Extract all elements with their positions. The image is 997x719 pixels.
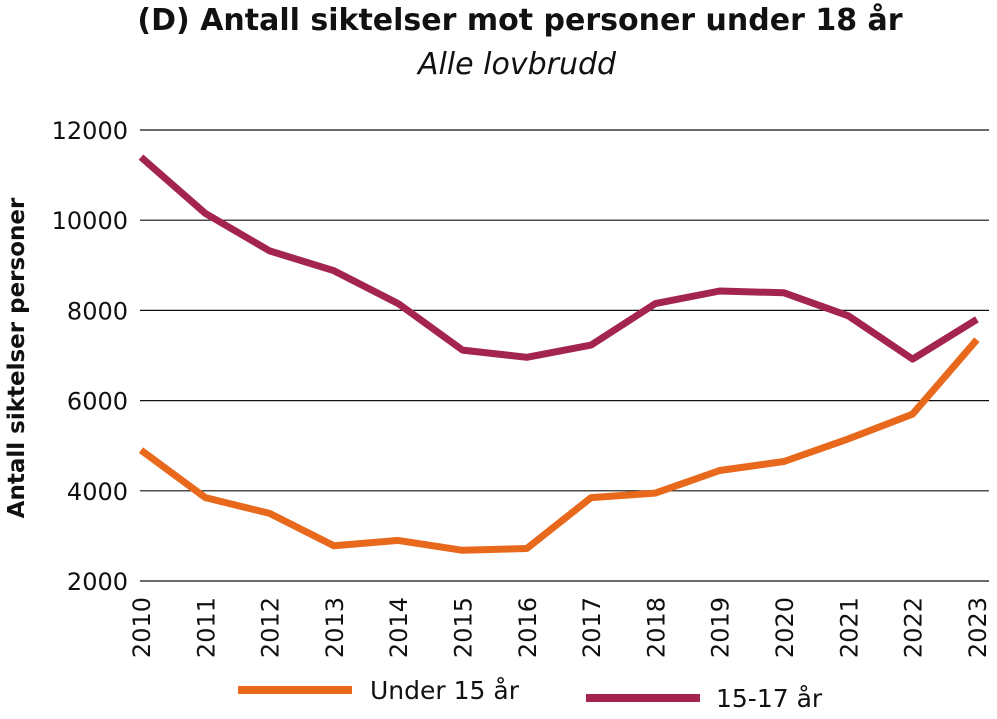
x-tick-label: 2022 — [900, 597, 928, 658]
legend-label-under-15: Under 15 år — [370, 676, 520, 705]
y-tick-label: 8000 — [67, 297, 128, 325]
x-tick-label: 2018 — [642, 597, 670, 658]
x-tick-label: 2020 — [771, 597, 799, 658]
series-lines — [138, 154, 980, 554]
series-line-1 — [138, 154, 979, 363]
y-tick-label: 12000 — [52, 117, 128, 145]
x-tick-label: 2023 — [964, 597, 992, 658]
x-tick-label: 2014 — [385, 597, 413, 658]
x-tick-label: 2011 — [192, 597, 220, 658]
series-line-0 — [138, 337, 980, 554]
x-tick-label: 2021 — [835, 597, 863, 658]
gridlines — [140, 129, 989, 582]
x-tick-label: 2013 — [321, 597, 349, 658]
y-tick-label: 2000 — [67, 568, 128, 596]
chart-title: (D) Antall siktelser mot personer under … — [137, 2, 902, 38]
legend: Under 15 år 15-17 år — [238, 676, 823, 713]
x-tick-label: 2010 — [128, 597, 156, 658]
chart-subtitle: Alle lovbrudd — [416, 47, 617, 82]
x-tick-label: 2012 — [257, 597, 285, 658]
x-tick-label: 2016 — [514, 597, 542, 658]
y-tick-label: 6000 — [67, 388, 128, 416]
x-tick-labels: 2010 2011 2012 2013 2014 2015 2016 2017 2018 2019… — [128, 597, 992, 658]
x-tick-label: 2015 — [450, 597, 478, 658]
x-tick-label: 2019 — [707, 597, 735, 658]
x-tick-label: 2017 — [578, 597, 606, 658]
legend-label-15-17: 15-17 år — [716, 684, 823, 713]
y-tick-label: 4000 — [67, 478, 128, 506]
y-tick-labels: 2000 4000 6000 8000 10000 12000 — [52, 117, 128, 596]
y-tick-label: 10000 — [52, 207, 128, 235]
y-axis-label: Antall siktelser personer — [4, 197, 30, 518]
